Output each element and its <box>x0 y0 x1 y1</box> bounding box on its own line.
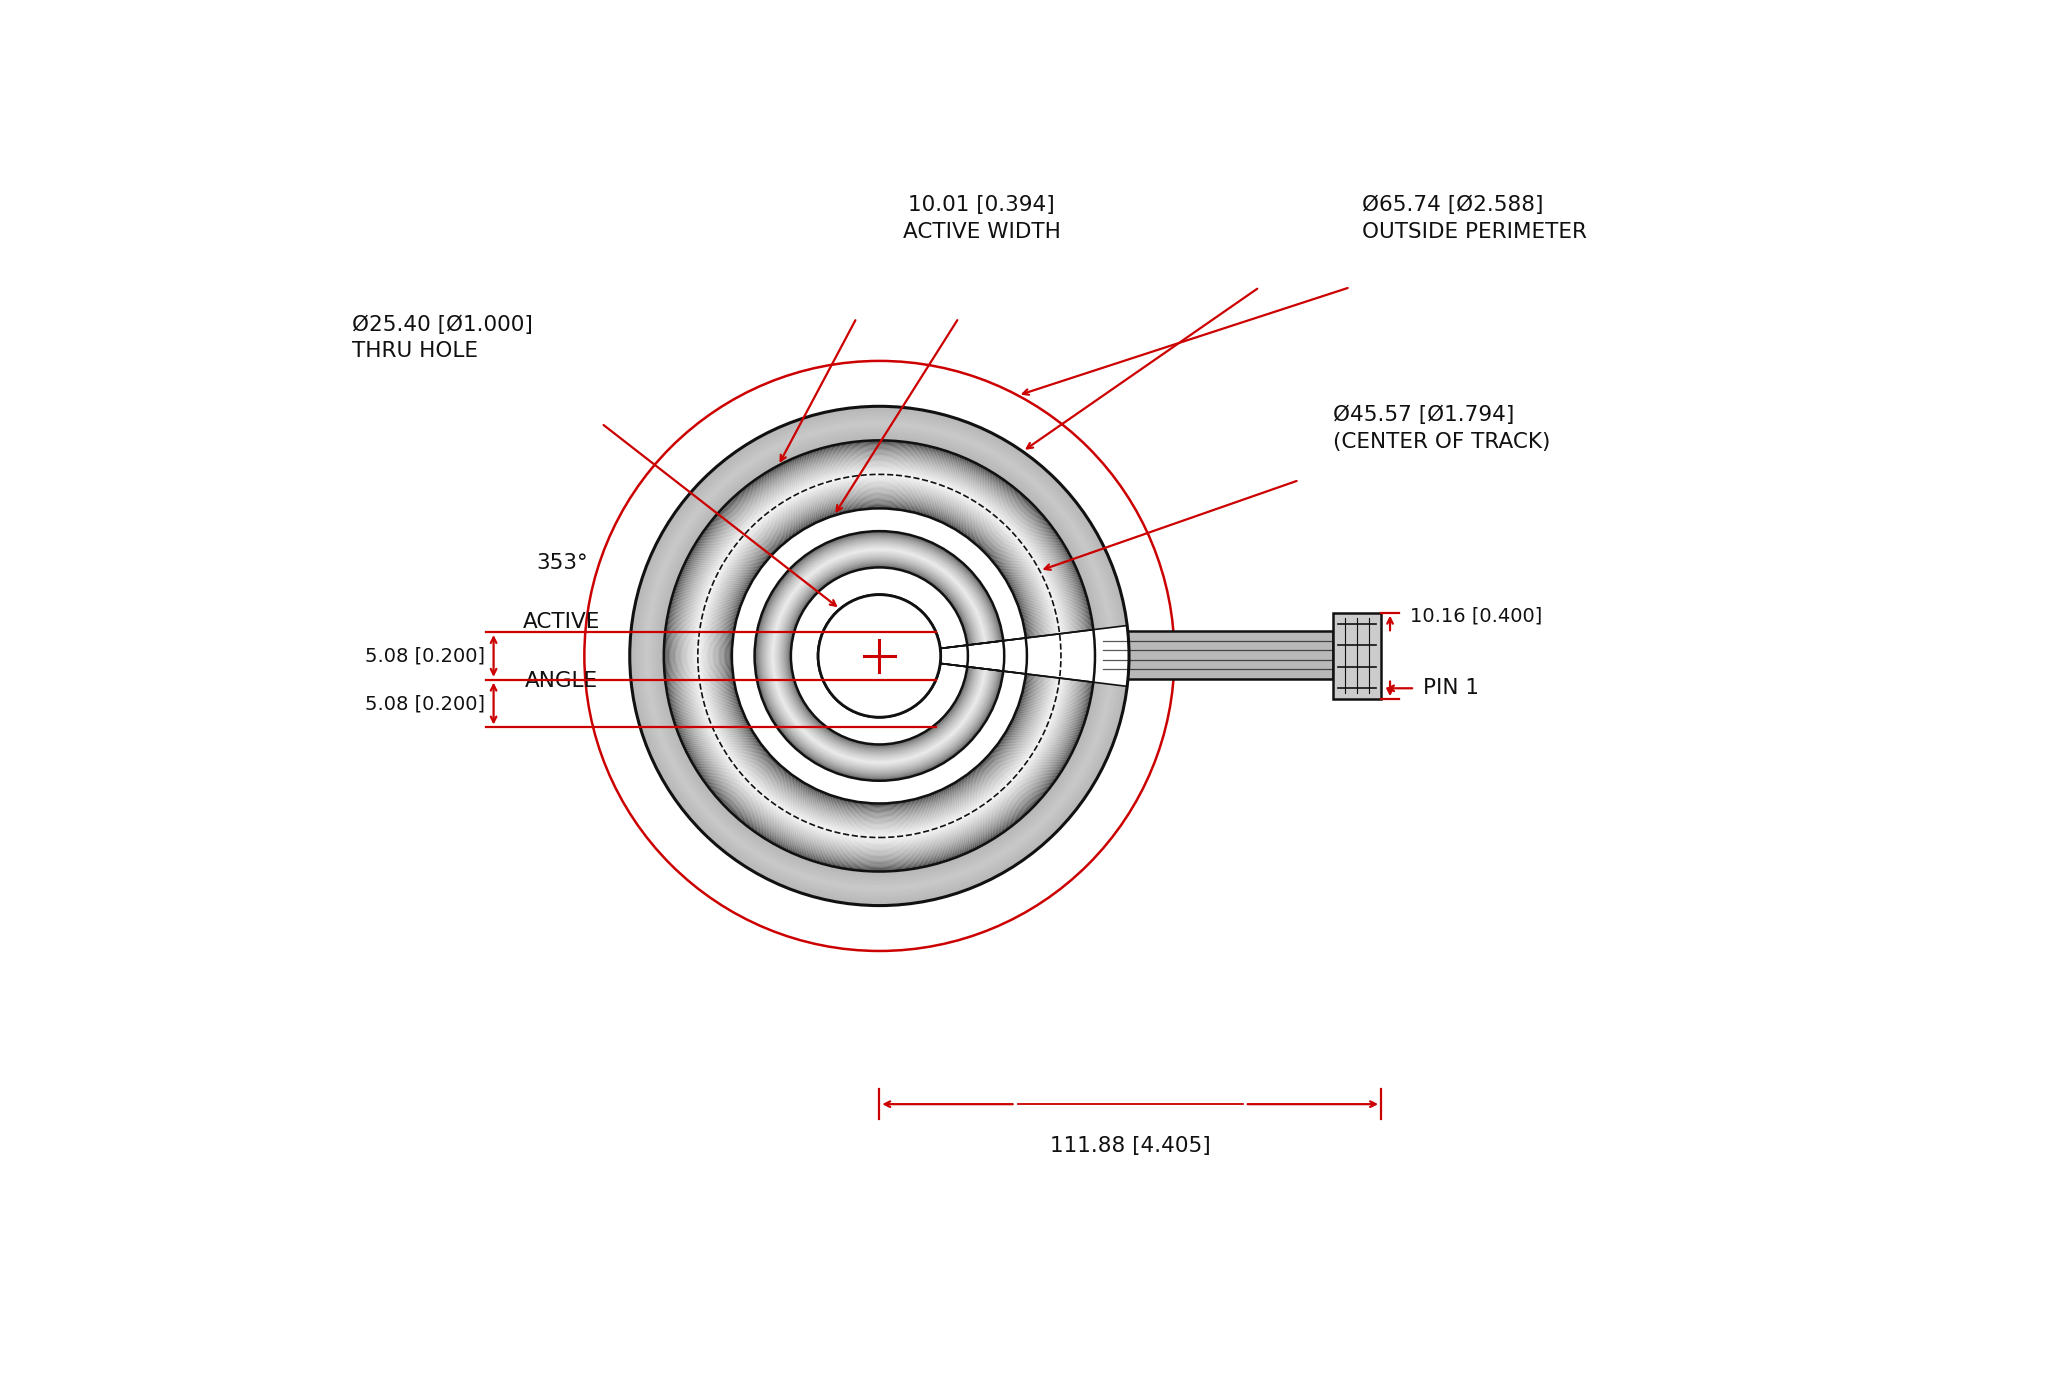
Wedge shape <box>1094 626 1128 686</box>
Wedge shape <box>664 440 1094 872</box>
Wedge shape <box>678 455 1079 857</box>
Wedge shape <box>649 426 1108 886</box>
Wedge shape <box>653 431 1104 881</box>
Wedge shape <box>698 475 1059 837</box>
Wedge shape <box>715 493 1042 819</box>
Wedge shape <box>688 465 1069 848</box>
Wedge shape <box>635 412 1122 900</box>
Wedge shape <box>784 560 975 752</box>
Wedge shape <box>631 407 1126 904</box>
Wedge shape <box>727 504 1030 808</box>
Wedge shape <box>758 535 999 777</box>
Wedge shape <box>684 461 1073 853</box>
Wedge shape <box>659 437 1098 875</box>
Wedge shape <box>772 547 987 764</box>
Wedge shape <box>639 417 1116 896</box>
Wedge shape <box>731 507 1028 805</box>
Wedge shape <box>678 454 1079 858</box>
Wedge shape <box>715 491 1042 820</box>
Wedge shape <box>664 440 1094 872</box>
Wedge shape <box>778 554 979 757</box>
Wedge shape <box>786 564 971 748</box>
Wedge shape <box>791 566 969 746</box>
Wedge shape <box>676 454 1081 858</box>
Wedge shape <box>784 561 973 750</box>
Text: Ø25.40 [Ø1.000]
THRU HOLE: Ø25.40 [Ø1.000] THRU HOLE <box>352 315 532 361</box>
Wedge shape <box>641 417 1116 895</box>
Wedge shape <box>655 433 1102 879</box>
Wedge shape <box>645 421 1112 890</box>
Wedge shape <box>756 532 1001 780</box>
Wedge shape <box>633 410 1122 902</box>
Wedge shape <box>778 554 981 757</box>
Wedge shape <box>713 490 1044 822</box>
Wedge shape <box>764 540 993 771</box>
Wedge shape <box>711 486 1049 826</box>
Wedge shape <box>641 419 1116 893</box>
Wedge shape <box>705 482 1053 830</box>
Wedge shape <box>635 412 1122 900</box>
Text: ACTIVE: ACTIVE <box>522 612 600 631</box>
Wedge shape <box>637 413 1120 899</box>
Wedge shape <box>776 552 983 760</box>
Wedge shape <box>756 533 1001 778</box>
Wedge shape <box>694 470 1063 841</box>
Wedge shape <box>637 413 1120 899</box>
Wedge shape <box>643 420 1114 893</box>
Wedge shape <box>643 420 1114 892</box>
Wedge shape <box>707 483 1051 829</box>
Wedge shape <box>768 545 989 767</box>
Wedge shape <box>698 475 1059 837</box>
Text: 10.16 [0.400]: 10.16 [0.400] <box>1411 606 1542 626</box>
Wedge shape <box>637 413 1120 899</box>
Wedge shape <box>760 536 999 776</box>
Text: Ø65.74 [Ø2.588]
OUTSIDE PERIMETER: Ø65.74 [Ø2.588] OUTSIDE PERIMETER <box>1362 196 1587 242</box>
Wedge shape <box>647 424 1110 888</box>
Wedge shape <box>700 477 1057 834</box>
Wedge shape <box>768 543 991 769</box>
Wedge shape <box>637 414 1120 897</box>
Wedge shape <box>719 494 1038 818</box>
Wedge shape <box>756 532 1004 780</box>
Wedge shape <box>666 442 1092 869</box>
Wedge shape <box>666 442 1092 869</box>
Wedge shape <box>729 505 1030 806</box>
Wedge shape <box>786 563 973 749</box>
Wedge shape <box>643 419 1114 893</box>
Wedge shape <box>694 470 1063 841</box>
Wedge shape <box>686 463 1071 848</box>
Wedge shape <box>657 434 1100 878</box>
Wedge shape <box>754 531 1004 781</box>
Wedge shape <box>692 469 1065 843</box>
Wedge shape <box>670 447 1087 865</box>
Wedge shape <box>639 416 1118 896</box>
Wedge shape <box>633 410 1124 902</box>
Wedge shape <box>653 430 1104 882</box>
Wedge shape <box>709 486 1049 826</box>
Wedge shape <box>725 503 1032 809</box>
Wedge shape <box>770 547 987 764</box>
Wedge shape <box>641 417 1116 895</box>
Wedge shape <box>727 504 1030 809</box>
Wedge shape <box>762 539 995 773</box>
Wedge shape <box>758 533 1001 778</box>
Wedge shape <box>662 438 1096 875</box>
Wedge shape <box>776 553 981 759</box>
Wedge shape <box>700 477 1057 834</box>
Wedge shape <box>647 423 1110 889</box>
Wedge shape <box>702 479 1055 833</box>
Wedge shape <box>702 479 1055 833</box>
Wedge shape <box>768 545 989 767</box>
Wedge shape <box>655 431 1102 881</box>
Wedge shape <box>635 410 1122 902</box>
Wedge shape <box>670 445 1087 867</box>
Wedge shape <box>651 427 1106 885</box>
Wedge shape <box>651 428 1106 883</box>
Wedge shape <box>633 409 1124 903</box>
Wedge shape <box>657 433 1100 879</box>
Wedge shape <box>776 553 981 759</box>
Text: 5.08 [0.200]: 5.08 [0.200] <box>365 647 485 665</box>
Wedge shape <box>631 407 1126 904</box>
Wedge shape <box>721 497 1038 815</box>
Wedge shape <box>770 547 987 764</box>
